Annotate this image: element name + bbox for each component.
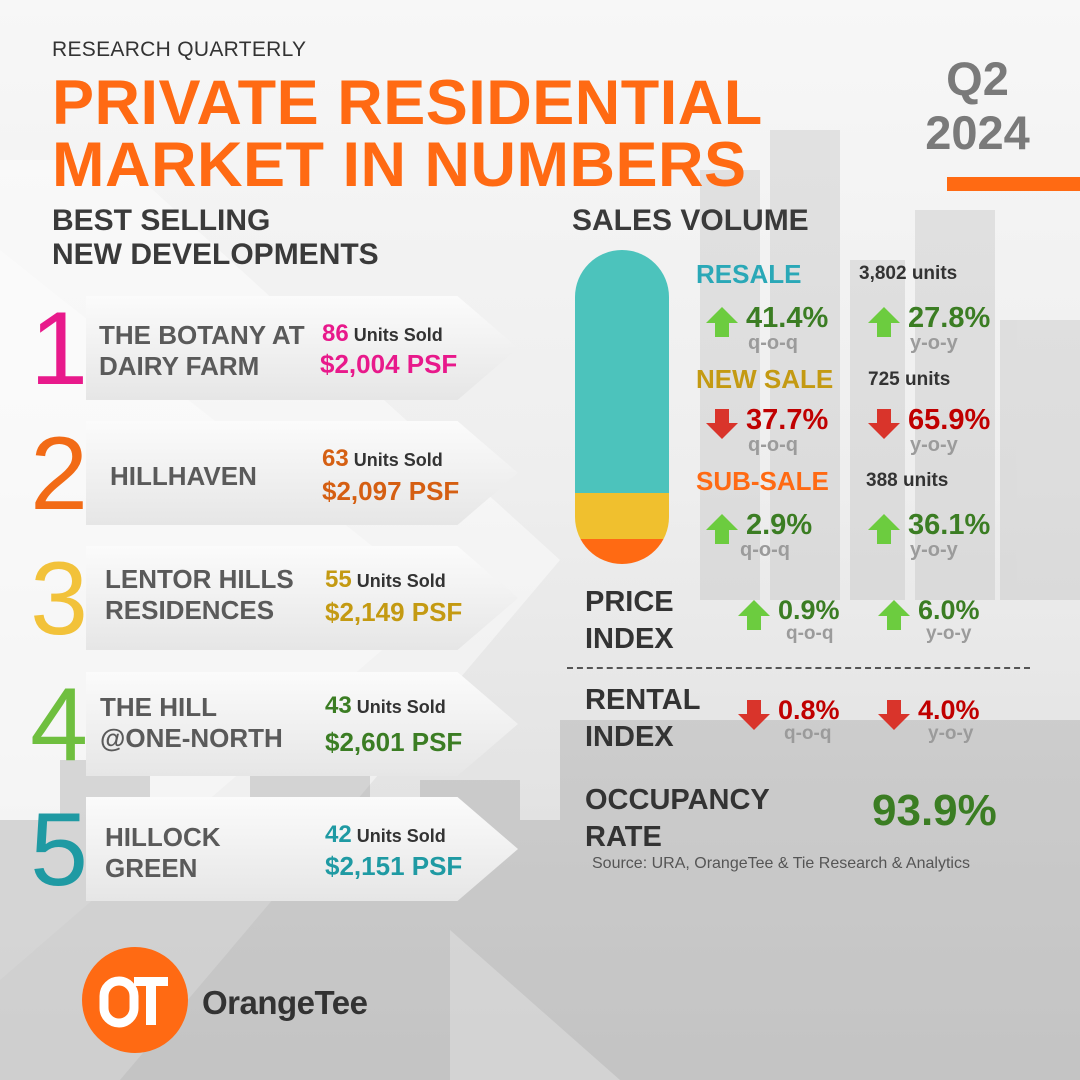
ranking-tag xyxy=(86,546,518,650)
main-title-line2: MARKET IN NUMBERS xyxy=(52,130,747,200)
price-index-qoq: 0.9% q-o-q xyxy=(736,595,886,649)
up-arrow-icon xyxy=(706,514,738,544)
quarter: Q2 xyxy=(946,52,1009,105)
new-sale-yoy: 65.9% y-o-y xyxy=(866,404,1016,458)
up-arrow-icon xyxy=(868,514,900,544)
resale-qoq: 41.4% q-o-q xyxy=(704,302,854,356)
price-psf: $2,097 PSF xyxy=(322,476,460,506)
report-eyebrow: RESEARCH QUARTERLY xyxy=(52,38,307,61)
development-name: HILLHAVEN xyxy=(110,461,257,491)
ranking-tag xyxy=(86,296,518,400)
ranking-tag xyxy=(86,421,518,525)
units-sold: 86 Units Sold xyxy=(322,320,443,348)
units-label: Units Sold xyxy=(353,450,443,470)
development-name: THE BOTANY AT DAIRY FARM xyxy=(99,320,305,381)
rank-number: 4 xyxy=(30,667,88,783)
up-arrow-icon xyxy=(738,600,770,630)
sub-sale-units: 388 units xyxy=(866,470,949,491)
rank-number: 3 xyxy=(30,541,88,657)
up-arrow-icon xyxy=(706,307,738,337)
units-sold: 42 Units Sold xyxy=(325,821,446,849)
main-title-line1: PRIVATE RESIDENTIAL xyxy=(52,68,763,138)
year: 2024 xyxy=(925,106,1030,159)
rental-index-qoq: 0.8% q-o-q xyxy=(736,695,886,749)
units-label: Units Sold xyxy=(356,826,446,846)
orangetee-logo-icon xyxy=(82,947,188,1053)
down-arrow-icon xyxy=(878,700,910,730)
quarter-label: Q2 2024 xyxy=(915,52,1040,160)
occupancy-value: 93.9% xyxy=(872,786,997,835)
resale-units: 3,802 units xyxy=(859,263,958,284)
ot-monogram-icon xyxy=(99,976,168,1028)
resale-segment xyxy=(575,250,669,493)
down-arrow-icon xyxy=(738,700,770,730)
ranking-tag xyxy=(86,672,518,776)
new-sale-units: 725 units xyxy=(868,369,951,390)
development-name: THE HILL @ONE-NORTH xyxy=(100,692,283,753)
development-name: LENTOR HILLS RESIDENCES xyxy=(105,564,294,625)
down-arrow-icon xyxy=(706,409,738,439)
price-index-yoy: 6.0% y-o-y xyxy=(876,595,1026,649)
sub-sale-label: SUB-SALE xyxy=(696,466,829,496)
main-title: PRIVATE RESIDENTIAL MARKET IN NUMBERS xyxy=(52,68,852,200)
rank-number: 1 xyxy=(30,291,88,407)
price-psf: $2,601 PSF xyxy=(325,727,463,757)
price-psf: $2,004 PSF xyxy=(320,349,458,379)
units-label: Units Sold xyxy=(356,697,446,717)
accent-bar xyxy=(947,177,1080,191)
rank-number: 5 xyxy=(30,792,88,908)
units-count: 86 xyxy=(322,320,349,347)
ranking-card-5: 5 HILLOCK GREEN 42 Units Sold $2,151 PSF xyxy=(0,792,520,908)
new-sale-label: NEW SALE xyxy=(696,364,834,394)
price-psf: $2,151 PSF xyxy=(325,851,463,881)
units-sold: 63 Units Sold xyxy=(322,445,443,473)
source-note: Source: URA, OrangeTee & Tie Research & … xyxy=(592,855,970,872)
ranking-card-2: 2 HILLHAVEN 63 Units Sold $2,097 PSF xyxy=(0,416,520,532)
up-arrow-icon xyxy=(868,307,900,337)
new-sale-segment xyxy=(575,492,669,540)
sub-sale-yoy: 36.1% y-o-y xyxy=(866,509,1016,563)
resale-label: RESALE xyxy=(696,259,802,289)
rank-number: 2 xyxy=(30,416,88,532)
rental-index-label: RENTAL INDEX xyxy=(585,684,701,753)
ranking-tag xyxy=(86,797,518,901)
price-index-label: PRICE INDEX xyxy=(585,586,674,655)
sales-volume-bar xyxy=(575,250,669,564)
units-count: 55 xyxy=(325,566,352,593)
ranking-card-1: 1 THE BOTANY AT DAIRY FARM 86 Units Sold… xyxy=(0,291,520,407)
sub-sale-qoq: 2.9% q-o-q xyxy=(704,509,854,563)
sales-volume-heading: SALES VOLUME xyxy=(572,204,809,237)
down-arrow-icon xyxy=(868,409,900,439)
dashed-divider xyxy=(567,667,1030,669)
ranking-card-4: 4 THE HILL @ONE-NORTH 43 Units Sold $2,6… xyxy=(0,667,520,783)
up-arrow-icon xyxy=(878,600,910,630)
ranking-card-3: 3 LENTOR HILLS RESIDENCES 55 Units Sold … xyxy=(0,541,520,657)
units-count: 63 xyxy=(322,445,349,472)
new-sale-qoq: 37.7% q-o-q xyxy=(704,404,854,458)
units-count: 43 xyxy=(325,692,352,719)
best-selling-heading: BEST SELLING NEW DEVELOPMENTS xyxy=(52,204,379,271)
units-label: Units Sold xyxy=(353,325,443,345)
resale-yoy: 27.8% y-o-y xyxy=(866,302,1016,356)
units-sold: 43 Units Sold xyxy=(325,692,446,720)
development-name: HILLOCK GREEN xyxy=(105,822,221,883)
units-count: 42 xyxy=(325,821,352,848)
units-label: Units Sold xyxy=(356,571,446,591)
occupancy-label: OCCUPANCY RATE xyxy=(585,784,770,853)
units-sold: 55 Units Sold xyxy=(325,566,446,594)
brand-name: OrangeTee xyxy=(202,984,368,1021)
rental-index-yoy: 4.0% y-o-y xyxy=(876,695,1026,749)
price-psf: $2,149 PSF xyxy=(325,597,463,627)
